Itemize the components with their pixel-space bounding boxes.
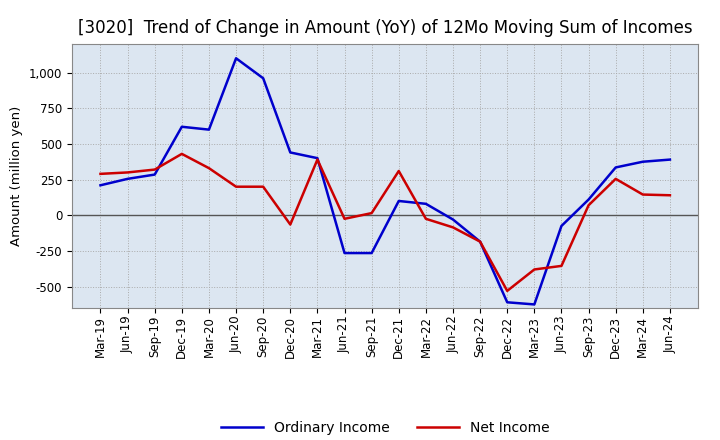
Ordinary Income <box>557 224 566 229</box>
Net Income <box>503 288 511 293</box>
Net Income <box>476 239 485 244</box>
Net Income <box>421 216 430 221</box>
Ordinary Income <box>639 159 647 165</box>
Ordinary Income <box>259 76 268 81</box>
Net Income <box>96 171 105 176</box>
Ordinary Income <box>611 165 620 170</box>
Net Income <box>639 192 647 197</box>
Net Income <box>123 170 132 175</box>
Net Income <box>395 169 403 174</box>
Ordinary Income <box>449 217 457 222</box>
Net Income <box>286 222 294 227</box>
Ordinary Income <box>367 250 376 256</box>
Ordinary Income <box>530 302 539 307</box>
Y-axis label: Amount (million yen): Amount (million yen) <box>10 106 23 246</box>
Legend: Ordinary Income, Net Income: Ordinary Income, Net Income <box>215 415 555 440</box>
Ordinary Income <box>421 201 430 206</box>
Net Income <box>313 157 322 162</box>
Net Income <box>449 225 457 230</box>
Net Income <box>341 216 349 221</box>
Ordinary Income <box>178 124 186 129</box>
Net Income <box>150 167 159 172</box>
Ordinary Income <box>584 197 593 202</box>
Ordinary Income <box>476 239 485 244</box>
Ordinary Income <box>341 250 349 256</box>
Ordinary Income <box>503 300 511 305</box>
Ordinary Income <box>232 55 240 61</box>
Ordinary Income <box>96 183 105 188</box>
Net Income <box>178 151 186 157</box>
Net Income <box>611 176 620 181</box>
Ordinary Income <box>313 155 322 161</box>
Line: Ordinary Income: Ordinary Income <box>101 58 670 304</box>
Ordinary Income <box>395 198 403 204</box>
Net Income <box>232 184 240 189</box>
Net Income <box>530 267 539 272</box>
Net Income <box>204 165 213 171</box>
Net Income <box>367 210 376 216</box>
Ordinary Income <box>286 150 294 155</box>
Title: [3020]  Trend of Change in Amount (YoY) of 12Mo Moving Sum of Incomes: [3020] Trend of Change in Amount (YoY) o… <box>78 19 693 37</box>
Ordinary Income <box>123 176 132 181</box>
Ordinary Income <box>150 172 159 177</box>
Net Income <box>665 193 674 198</box>
Ordinary Income <box>204 127 213 132</box>
Net Income <box>584 202 593 208</box>
Net Income <box>557 263 566 268</box>
Ordinary Income <box>665 157 674 162</box>
Net Income <box>259 184 268 189</box>
Line: Net Income: Net Income <box>101 154 670 291</box>
